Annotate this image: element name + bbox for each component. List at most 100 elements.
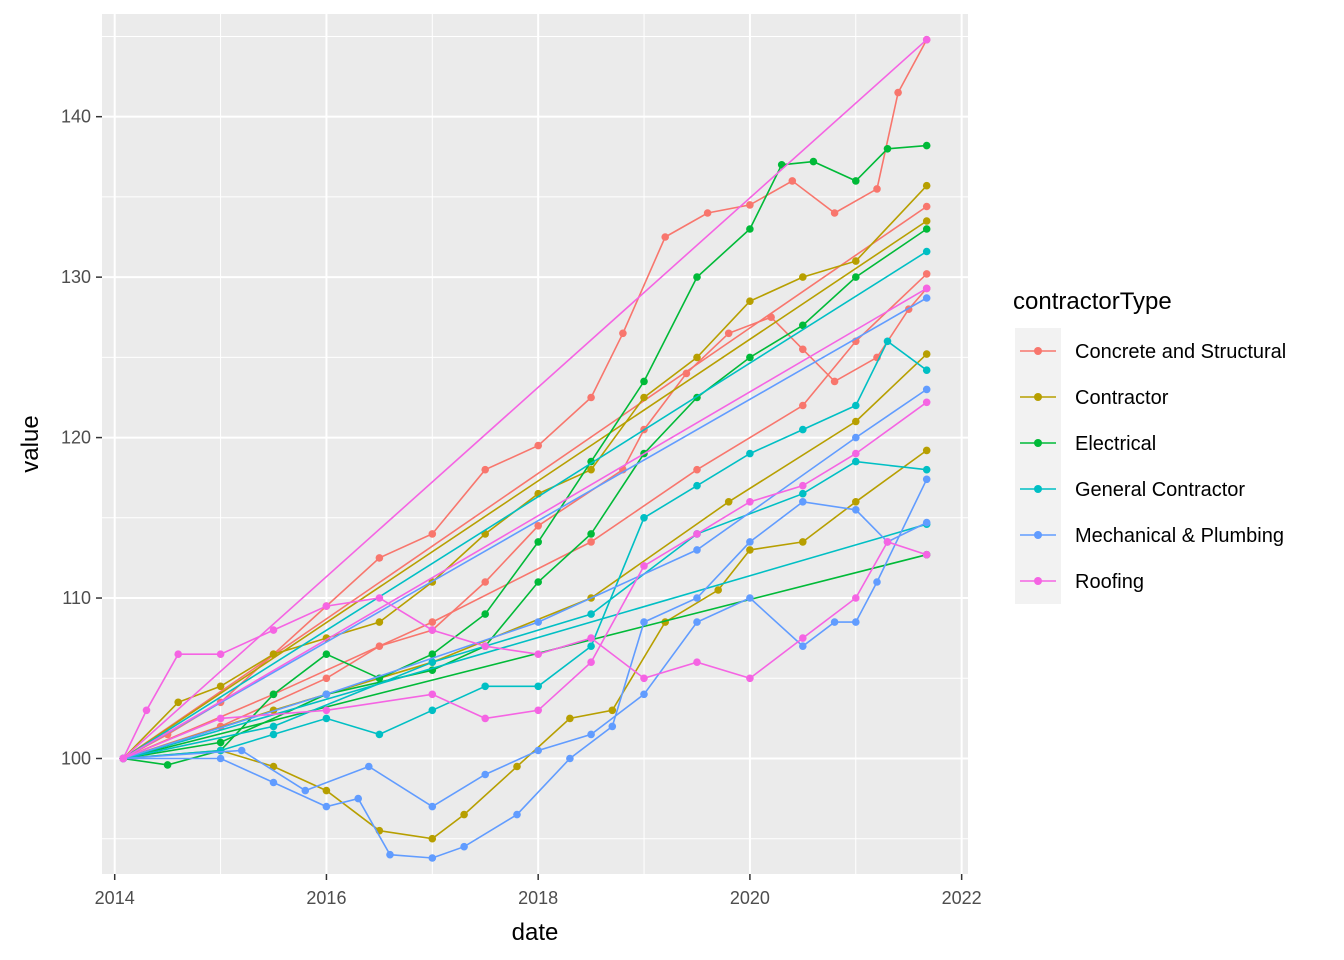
data-point xyxy=(922,366,931,375)
y-tick-label: 130 xyxy=(61,267,91,287)
data-point xyxy=(534,522,542,530)
data-point xyxy=(587,730,595,739)
data-point xyxy=(799,489,807,498)
series-line xyxy=(122,287,928,760)
legend-label: Electrical xyxy=(1075,433,1156,455)
data-point xyxy=(534,650,542,658)
data-point xyxy=(799,538,807,546)
data-point xyxy=(322,786,331,795)
series-line xyxy=(123,449,928,840)
data-point xyxy=(216,714,225,723)
data-point xyxy=(746,498,754,506)
data-point xyxy=(693,481,701,490)
legend-label: Concrete and Structural xyxy=(1075,341,1286,363)
data-point xyxy=(587,457,595,466)
series-line xyxy=(123,340,928,760)
data-point xyxy=(534,618,542,626)
legend-key-point xyxy=(1034,577,1042,585)
data-point xyxy=(799,642,807,650)
legend-key-point xyxy=(1034,439,1042,447)
data-point xyxy=(301,786,310,795)
data-point xyxy=(830,377,839,386)
data-point xyxy=(640,674,648,683)
data-point xyxy=(799,273,807,281)
data-point xyxy=(922,550,931,559)
data-point xyxy=(799,425,807,434)
legend-label: General Contractor xyxy=(1075,479,1245,501)
x-tick-label: 2014 xyxy=(95,888,135,908)
data-point xyxy=(322,706,331,715)
data-point xyxy=(746,538,754,546)
data-point xyxy=(428,690,437,699)
data-point xyxy=(714,586,722,594)
data-point xyxy=(830,209,839,217)
data-point xyxy=(922,141,931,150)
series-line xyxy=(122,523,927,760)
data-point xyxy=(460,810,468,819)
major-gridlines xyxy=(102,14,968,874)
data-point xyxy=(619,329,627,338)
series-group xyxy=(119,35,931,763)
data-point xyxy=(922,202,931,211)
series-line xyxy=(122,273,928,760)
data-point xyxy=(799,498,807,506)
series-layer xyxy=(119,35,931,862)
data-point xyxy=(481,465,490,474)
data-point xyxy=(799,401,807,410)
data-point xyxy=(640,562,648,570)
data-point xyxy=(354,794,363,803)
data-point xyxy=(852,449,860,458)
data-point xyxy=(428,658,437,666)
data-point xyxy=(693,658,701,666)
data-point xyxy=(216,682,225,691)
y-axis: 100 110 120 130 140 xyxy=(61,107,102,768)
y-tick-label: 110 xyxy=(62,588,91,608)
series-group xyxy=(119,294,931,862)
data-point xyxy=(922,270,931,278)
data-point xyxy=(119,754,127,763)
data-point xyxy=(460,842,468,851)
data-point xyxy=(922,385,931,394)
x-tick-label: 2016 xyxy=(306,888,346,908)
series-line xyxy=(122,220,928,760)
data-point xyxy=(746,594,754,602)
data-point xyxy=(216,754,225,763)
data-point xyxy=(922,465,931,474)
data-point xyxy=(587,393,595,402)
data-point xyxy=(375,618,384,626)
y-tick-label: 100 xyxy=(61,748,91,768)
data-point xyxy=(693,353,701,362)
data-point xyxy=(587,530,595,538)
data-point xyxy=(852,273,860,281)
data-point xyxy=(163,761,172,769)
data-point xyxy=(724,329,733,338)
data-point xyxy=(922,475,931,484)
data-point xyxy=(587,538,595,546)
data-point xyxy=(883,538,892,546)
legend-label: Contractor xyxy=(1075,387,1169,409)
data-point xyxy=(746,674,754,683)
data-point xyxy=(852,257,860,265)
data-point xyxy=(269,626,278,634)
data-point xyxy=(428,802,437,811)
data-point xyxy=(922,217,931,225)
series-line xyxy=(123,144,927,766)
data-point xyxy=(428,854,437,862)
data-point xyxy=(587,642,595,650)
series-line xyxy=(122,39,928,760)
data-point xyxy=(428,650,437,658)
data-point xyxy=(587,610,595,618)
data-point xyxy=(922,518,931,527)
data-point xyxy=(922,446,931,455)
y-axis-title: value xyxy=(17,415,44,472)
data-point xyxy=(922,294,931,302)
x-tick-label: 2020 xyxy=(730,888,770,908)
data-point xyxy=(746,546,754,554)
data-point xyxy=(693,530,701,538)
data-point xyxy=(216,746,225,755)
data-point xyxy=(640,514,648,522)
data-point xyxy=(481,714,490,723)
data-point xyxy=(481,642,490,650)
data-point xyxy=(873,185,881,193)
series-line xyxy=(123,553,927,760)
